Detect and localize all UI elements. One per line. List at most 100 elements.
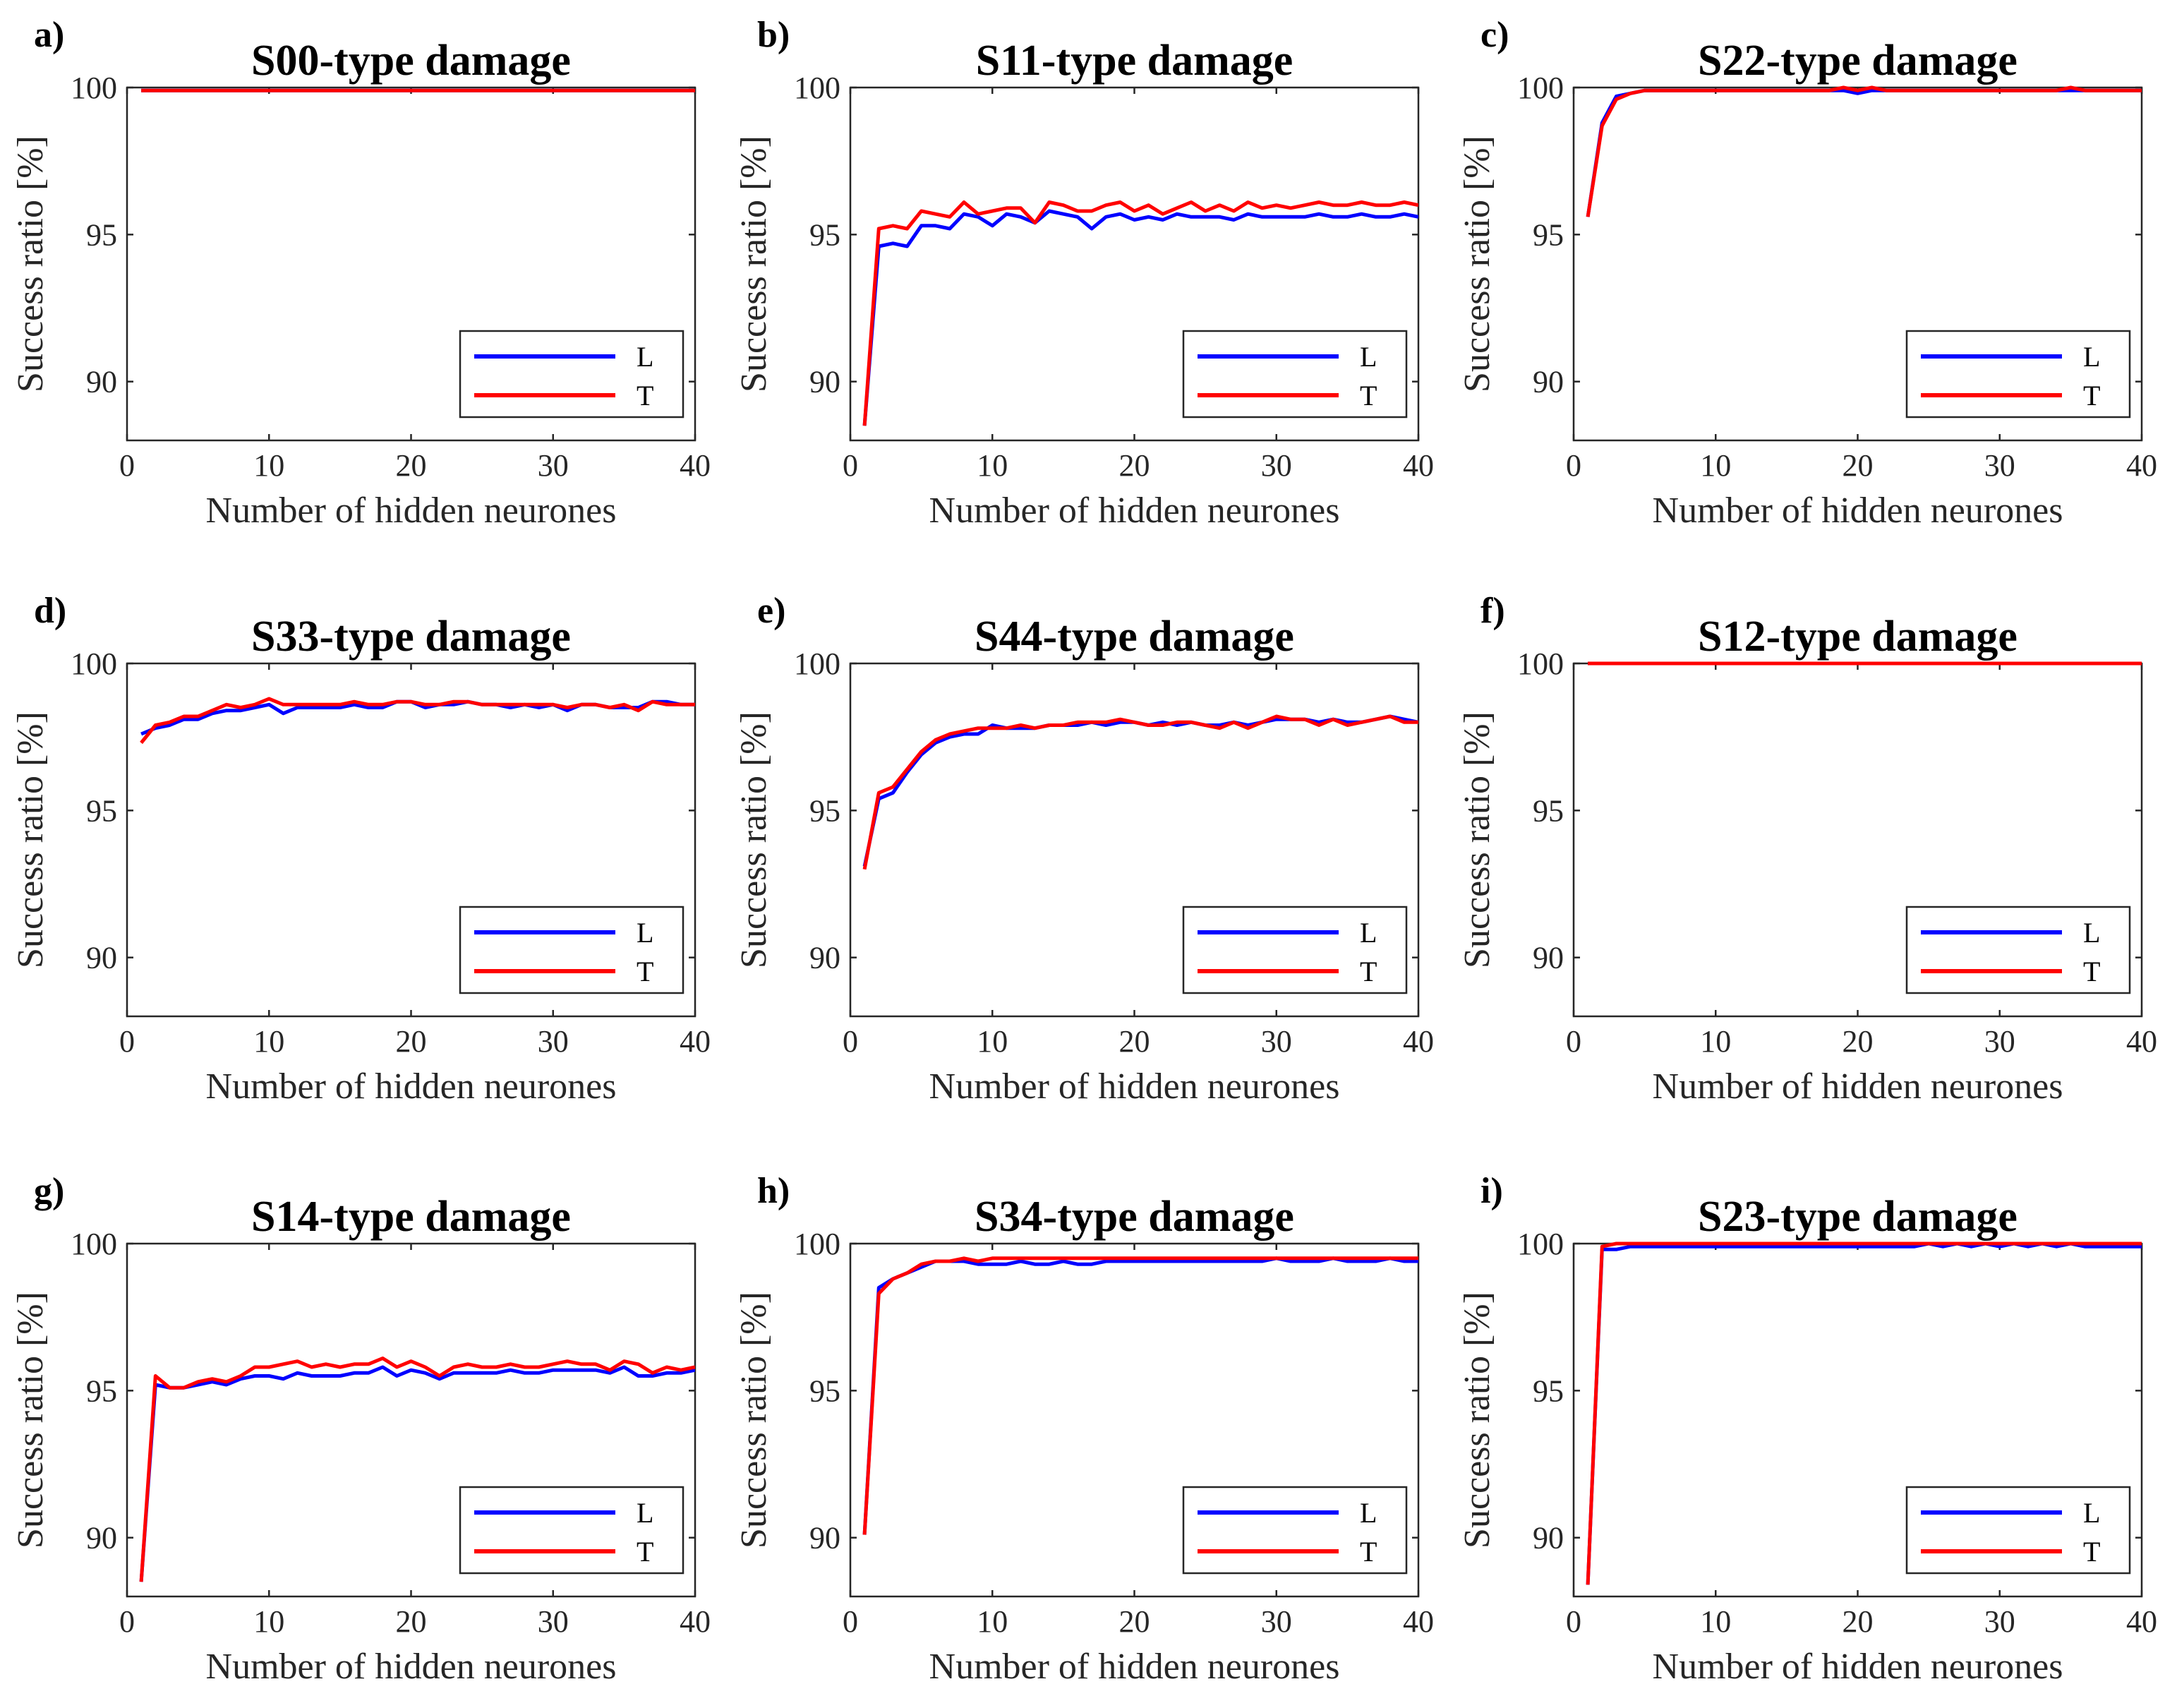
x-tick-label: 20 — [396, 1024, 427, 1059]
panel-letter: f) — [1480, 591, 1505, 631]
y-tick-label: 95 — [809, 1373, 840, 1408]
x-tick-label: 10 — [1700, 1604, 1731, 1639]
chart-title: S34-type damage — [975, 1193, 1294, 1241]
panel-letter: e) — [757, 591, 785, 631]
x-tick-label: 10 — [1700, 448, 1731, 483]
y-tick-label: 95 — [86, 793, 117, 828]
x-tick-label: 20 — [1843, 448, 1874, 483]
legend-label: T — [2083, 956, 2100, 987]
y-axis-label: Success ratio [%] — [734, 711, 774, 968]
x-tick-label: 30 — [538, 448, 569, 483]
y-tick-label: 100 — [1517, 646, 1564, 681]
y-tick-label: 95 — [86, 1373, 117, 1408]
x-tick-label: 0 — [119, 1024, 135, 1059]
y-tick-label: 100 — [71, 646, 117, 681]
y-tick-label: 100 — [794, 646, 840, 681]
legend: LT — [1905, 1486, 2131, 1575]
x-axis-label: Number of hidden neurones — [1653, 491, 2063, 531]
x-tick-label: 20 — [1843, 1604, 1874, 1639]
legend-box — [1182, 330, 1408, 419]
x-tick-label: 40 — [680, 1024, 711, 1059]
legend: LT — [459, 906, 685, 994]
panel-letter: i) — [1480, 1171, 1503, 1211]
y-axis-label: Success ratio [%] — [1457, 136, 1497, 392]
legend-box — [1905, 1486, 2131, 1575]
x-axis-label: Number of hidden neurones — [206, 1066, 617, 1107]
x-tick-label: 10 — [977, 1604, 1008, 1639]
x-tick-label: 30 — [1984, 1604, 2015, 1639]
legend-label: T — [1360, 380, 1377, 411]
y-axis-label: Success ratio [%] — [734, 136, 774, 392]
legend-label: L — [2083, 341, 2100, 373]
x-axis-label: Number of hidden neurones — [929, 1647, 1340, 1687]
chart-panel-2: b) S11-type damage 0 10 20 30 40 90 95 100 Number … — [734, 15, 1434, 531]
y-tick-label: 100 — [794, 71, 840, 105]
legend-label: T — [637, 956, 653, 987]
y-tick-label: 90 — [809, 941, 840, 975]
y-axis-label: Success ratio [%] — [1457, 1292, 1497, 1548]
legend-box — [459, 906, 685, 994]
legend-box — [459, 1486, 685, 1575]
panel-letter: d) — [34, 591, 66, 631]
legend-label: T — [2083, 1536, 2100, 1568]
legend-label: L — [637, 1497, 653, 1529]
legend-label: T — [1360, 1536, 1377, 1568]
chart-title: S22-type damage — [1698, 37, 2018, 85]
series-line-L — [1586, 88, 2142, 217]
legend-label: T — [637, 1536, 653, 1568]
y-tick-label: 90 — [1533, 1521, 1564, 1556]
x-tick-label: 0 — [1566, 1604, 1581, 1639]
x-tick-label: 10 — [977, 1024, 1008, 1059]
series-line-T — [862, 714, 1418, 870]
x-tick-label: 0 — [843, 1024, 858, 1059]
y-axis-label: Success ratio [%] — [11, 1292, 51, 1548]
chart-title: S33-type damage — [251, 613, 571, 661]
legend: LT — [459, 330, 685, 419]
y-tick-label: 95 — [1533, 217, 1564, 252]
y-tick-label: 95 — [1533, 793, 1564, 828]
chart-panel-1: a) S00-type damage 0 10 20 30 40 90 95 100 Number … — [11, 15, 711, 531]
chart-panel-7: g) S14-type damage 0 10 20 30 40 90 95 100 Number … — [11, 1171, 711, 1687]
x-tick-label: 30 — [1261, 448, 1292, 483]
series-line-L — [862, 209, 1418, 426]
legend: LT — [1182, 906, 1408, 994]
chart-title: S00-type damage — [251, 37, 571, 85]
y-tick-label: 90 — [809, 1521, 840, 1556]
y-tick-label: 100 — [1517, 1227, 1564, 1261]
x-tick-label: 20 — [1119, 448, 1150, 483]
legend-label: L — [1360, 341, 1377, 373]
panel-letter: b) — [757, 15, 790, 55]
y-axis-label: Success ratio [%] — [1457, 711, 1497, 968]
x-tick-label: 20 — [396, 448, 427, 483]
series-line-T — [140, 697, 695, 745]
legend-label: L — [1360, 1497, 1377, 1529]
legend-label: L — [2083, 917, 2100, 949]
x-tick-label: 40 — [1403, 1024, 1434, 1059]
legend-box — [1182, 906, 1408, 994]
panel-letter: a) — [34, 15, 64, 55]
x-axis-label: Number of hidden neurones — [206, 491, 617, 531]
series-line-T — [139, 1357, 695, 1582]
x-axis-label: Number of hidden neurones — [206, 1647, 617, 1687]
x-tick-label: 10 — [253, 1024, 284, 1059]
x-tick-label: 30 — [1984, 1024, 2015, 1059]
x-tick-label: 40 — [2126, 1024, 2157, 1059]
x-tick-label: 10 — [253, 448, 284, 483]
chart-title: S11-type damage — [976, 37, 1293, 85]
y-tick-label: 95 — [809, 793, 840, 828]
y-tick-label: 90 — [1533, 941, 1564, 975]
x-tick-label: 30 — [538, 1024, 569, 1059]
x-axis-label: Number of hidden neurones — [1653, 1647, 2063, 1687]
legend: LT — [1182, 330, 1408, 419]
chart-panel-4: d) S33-type damage 0 10 20 30 40 90 95 100 Number … — [11, 591, 711, 1107]
legend-label: L — [637, 917, 653, 949]
x-tick-label: 20 — [396, 1604, 427, 1639]
legend: LT — [1182, 1486, 1408, 1575]
series-line-T — [1586, 85, 2142, 217]
legend-label: L — [637, 341, 653, 373]
x-tick-label: 30 — [1984, 448, 2015, 483]
series-line-T — [862, 1256, 1418, 1535]
chart-panel-3: c) S22-type damage 0 10 20 30 40 90 95 100 Number … — [1457, 15, 2157, 531]
x-tick-label: 0 — [1566, 1024, 1581, 1059]
